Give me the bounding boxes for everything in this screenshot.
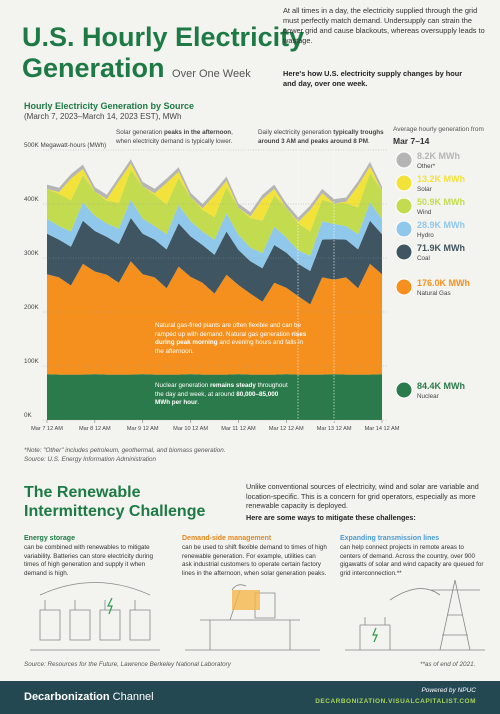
annotation-text: . xyxy=(197,399,200,406)
url: DECARBONIZATION.VISUALCAPITALIST.COM xyxy=(315,698,476,705)
footnote: *Note: "Other" includes petroleum, geoth… xyxy=(24,447,226,464)
illustration xyxy=(107,597,113,615)
annotation-text: rises during peak morning xyxy=(155,330,307,347)
intro-bold: Here's how U.S. electricity supply chang… xyxy=(283,69,463,88)
x-tick-label: Mar 12 12 AM xyxy=(269,426,304,432)
legend-value: 71.9K MWh xyxy=(417,243,465,253)
legend-icon xyxy=(395,174,413,192)
annotation: Nuclear generation remains steady throug… xyxy=(155,382,295,408)
annotation-text: Daily electricity generation xyxy=(258,129,334,136)
y-tick-label: 200K xyxy=(24,304,40,311)
title-suffix: Over One Week xyxy=(172,68,251,80)
section-title: The Renewable Intermittency Challenge xyxy=(24,483,205,521)
illustration xyxy=(345,579,485,651)
legend-icon xyxy=(395,197,413,215)
section-intro: Unlike conventional sources of electrici… xyxy=(246,482,479,511)
legend-label: Wind xyxy=(417,209,432,216)
source: Source: U.S. Energy Information Administ… xyxy=(24,455,157,463)
legend-label: Other* xyxy=(417,163,436,170)
annotation-text: remains steady xyxy=(209,382,256,389)
annotation-text: typically troughs around 3 AM and peaks … xyxy=(258,129,384,145)
annotation-text: and evening hours and falls in the after… xyxy=(155,339,304,355)
legend-value: 13.2K MWh xyxy=(417,174,465,184)
annotation-text: throughout the day and week, at around xyxy=(155,382,288,398)
section-title-line: The Renewable xyxy=(24,484,141,501)
intro: At all times in a day, the electricity s… xyxy=(283,6,485,45)
section-title-line: Intermittency Challenge xyxy=(24,503,206,520)
x-tick-label: Mar 9 12 AM xyxy=(127,426,159,432)
item-title: Demand-side management xyxy=(182,535,272,542)
source: Source: Resources for the Future, Lawren… xyxy=(24,661,231,668)
annotation-text: . xyxy=(367,137,370,145)
x-tick-label: Mar 14 12 AM xyxy=(365,426,400,432)
legend-icon xyxy=(395,278,413,296)
y-tick-label: 300K xyxy=(24,250,40,257)
item: Expanding transmission lines can help co… xyxy=(340,535,485,578)
legend-value: 28.9K MWh xyxy=(417,220,465,230)
y-tick-label: 400K xyxy=(24,196,40,203)
item-text: can be used to shift flexible demand to … xyxy=(182,544,327,577)
footer: Decarbonization Channel Powered by NPUC … xyxy=(0,681,500,714)
y-tick-label: 500K Megawatt-hours (MWh) xyxy=(24,142,106,149)
x-tick-label: Mar 13 12 AM xyxy=(317,426,352,432)
note: **as of end of 2021. xyxy=(420,661,476,668)
legend-value: 176.0K MWh xyxy=(417,278,470,288)
legend-label: Natural Gas xyxy=(417,290,451,297)
item-text: can help connect projects in remote area… xyxy=(340,544,484,577)
x-tick-label: Mar 7 12 AM xyxy=(31,426,63,432)
chart-title: Hourly Electricity Generation by Source xyxy=(24,101,195,111)
annotation: Daily electricity generation typically t… xyxy=(258,129,386,146)
footnote-text: *Note: "Other" includes petroleum, geoth… xyxy=(24,447,226,454)
annotation: Solar generation peaks in the afternoon,… xyxy=(116,129,241,146)
section-intro-bold: Here are some ways to mitigate these cha… xyxy=(246,513,416,522)
annotation-text: , when electricity demand is typically l… xyxy=(116,129,233,145)
brand-suffix: Channel xyxy=(112,691,154,703)
legend-value: 84.4K MWh xyxy=(417,381,465,391)
y-tick-label: 100K xyxy=(24,358,40,365)
area xyxy=(47,163,382,232)
title-word: Generation xyxy=(22,53,165,83)
legend-icon xyxy=(395,151,413,169)
brand: Decarbonization Channel xyxy=(24,691,154,703)
annotation-text: peaks in the afternoon xyxy=(163,129,232,136)
x-tick-label: Mar 11 12 AM xyxy=(221,426,256,432)
illustration xyxy=(372,627,378,643)
legend-label: Solar xyxy=(417,186,432,193)
annotation-text: 80,000–85,000 MWh per hour xyxy=(155,390,279,407)
brand-name: Decarbonization xyxy=(24,691,110,703)
legend-period: Mar 7–14 xyxy=(393,136,430,146)
legend-label: Hydro xyxy=(417,232,434,239)
powered: Powered by NPUC xyxy=(421,687,476,694)
legend-title: Average hourly generation from xyxy=(393,126,484,133)
title-line: U.S. Hourly Electricity xyxy=(22,22,305,52)
item: Demand-side management can be used to sh… xyxy=(182,535,327,578)
annotation-text: Nuclear generation xyxy=(155,382,210,389)
illustration xyxy=(30,582,160,651)
legend-value: 50.9K MWh xyxy=(417,197,465,207)
legend-icon xyxy=(395,381,413,399)
x-tick-label: Mar 10 12 AM xyxy=(173,426,208,432)
item-title: Energy storage xyxy=(24,535,75,542)
chart-subtitle: (March 7, 2023–March 14, 2023 EST), MWh xyxy=(24,112,182,121)
title-line: Generation Over One Week xyxy=(22,53,304,90)
legend-value: 8.2K MWh xyxy=(417,151,460,161)
x-tick-label: Mar 8 12 AM xyxy=(79,426,111,432)
item: Energy storage can be combined with rene… xyxy=(24,535,164,578)
annotation: Natural gas-fired plants are often flexi… xyxy=(155,322,310,356)
legend-label: Coal xyxy=(417,255,430,262)
item-text: can be combined with renewables to mitig… xyxy=(24,544,154,577)
y-tick-label: 0K xyxy=(24,412,33,419)
annotation-text: Solar generation xyxy=(116,129,164,136)
legend-icon xyxy=(395,220,413,238)
title: U.S. Hourly Electricity Generation Over … xyxy=(22,22,304,90)
legend-icon xyxy=(395,243,413,261)
legend-label: Nuclear xyxy=(417,393,439,400)
annotation-text: Natural gas-fired plants are often flexi… xyxy=(155,322,301,338)
illustration xyxy=(232,590,260,610)
item-title: Expanding transmission lines xyxy=(340,535,440,542)
